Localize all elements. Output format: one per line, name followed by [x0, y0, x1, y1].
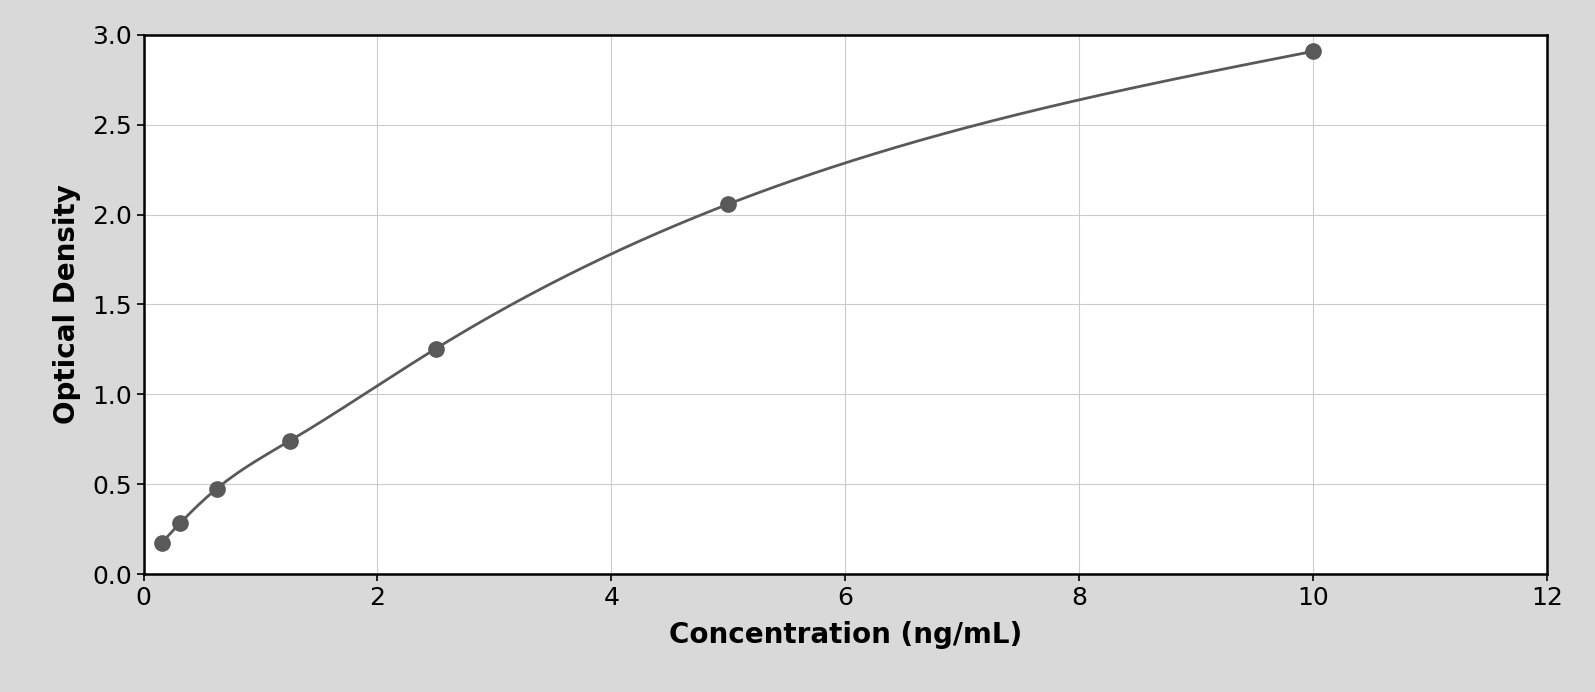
X-axis label: Concentration (ng/mL): Concentration (ng/mL) — [668, 621, 1022, 649]
Point — [204, 483, 230, 494]
Point — [716, 199, 742, 210]
Point — [167, 518, 193, 529]
Point — [1300, 46, 1325, 57]
Y-axis label: Optical Density: Optical Density — [53, 185, 81, 424]
Point — [148, 537, 174, 548]
Point — [423, 343, 448, 354]
Point — [278, 435, 303, 446]
